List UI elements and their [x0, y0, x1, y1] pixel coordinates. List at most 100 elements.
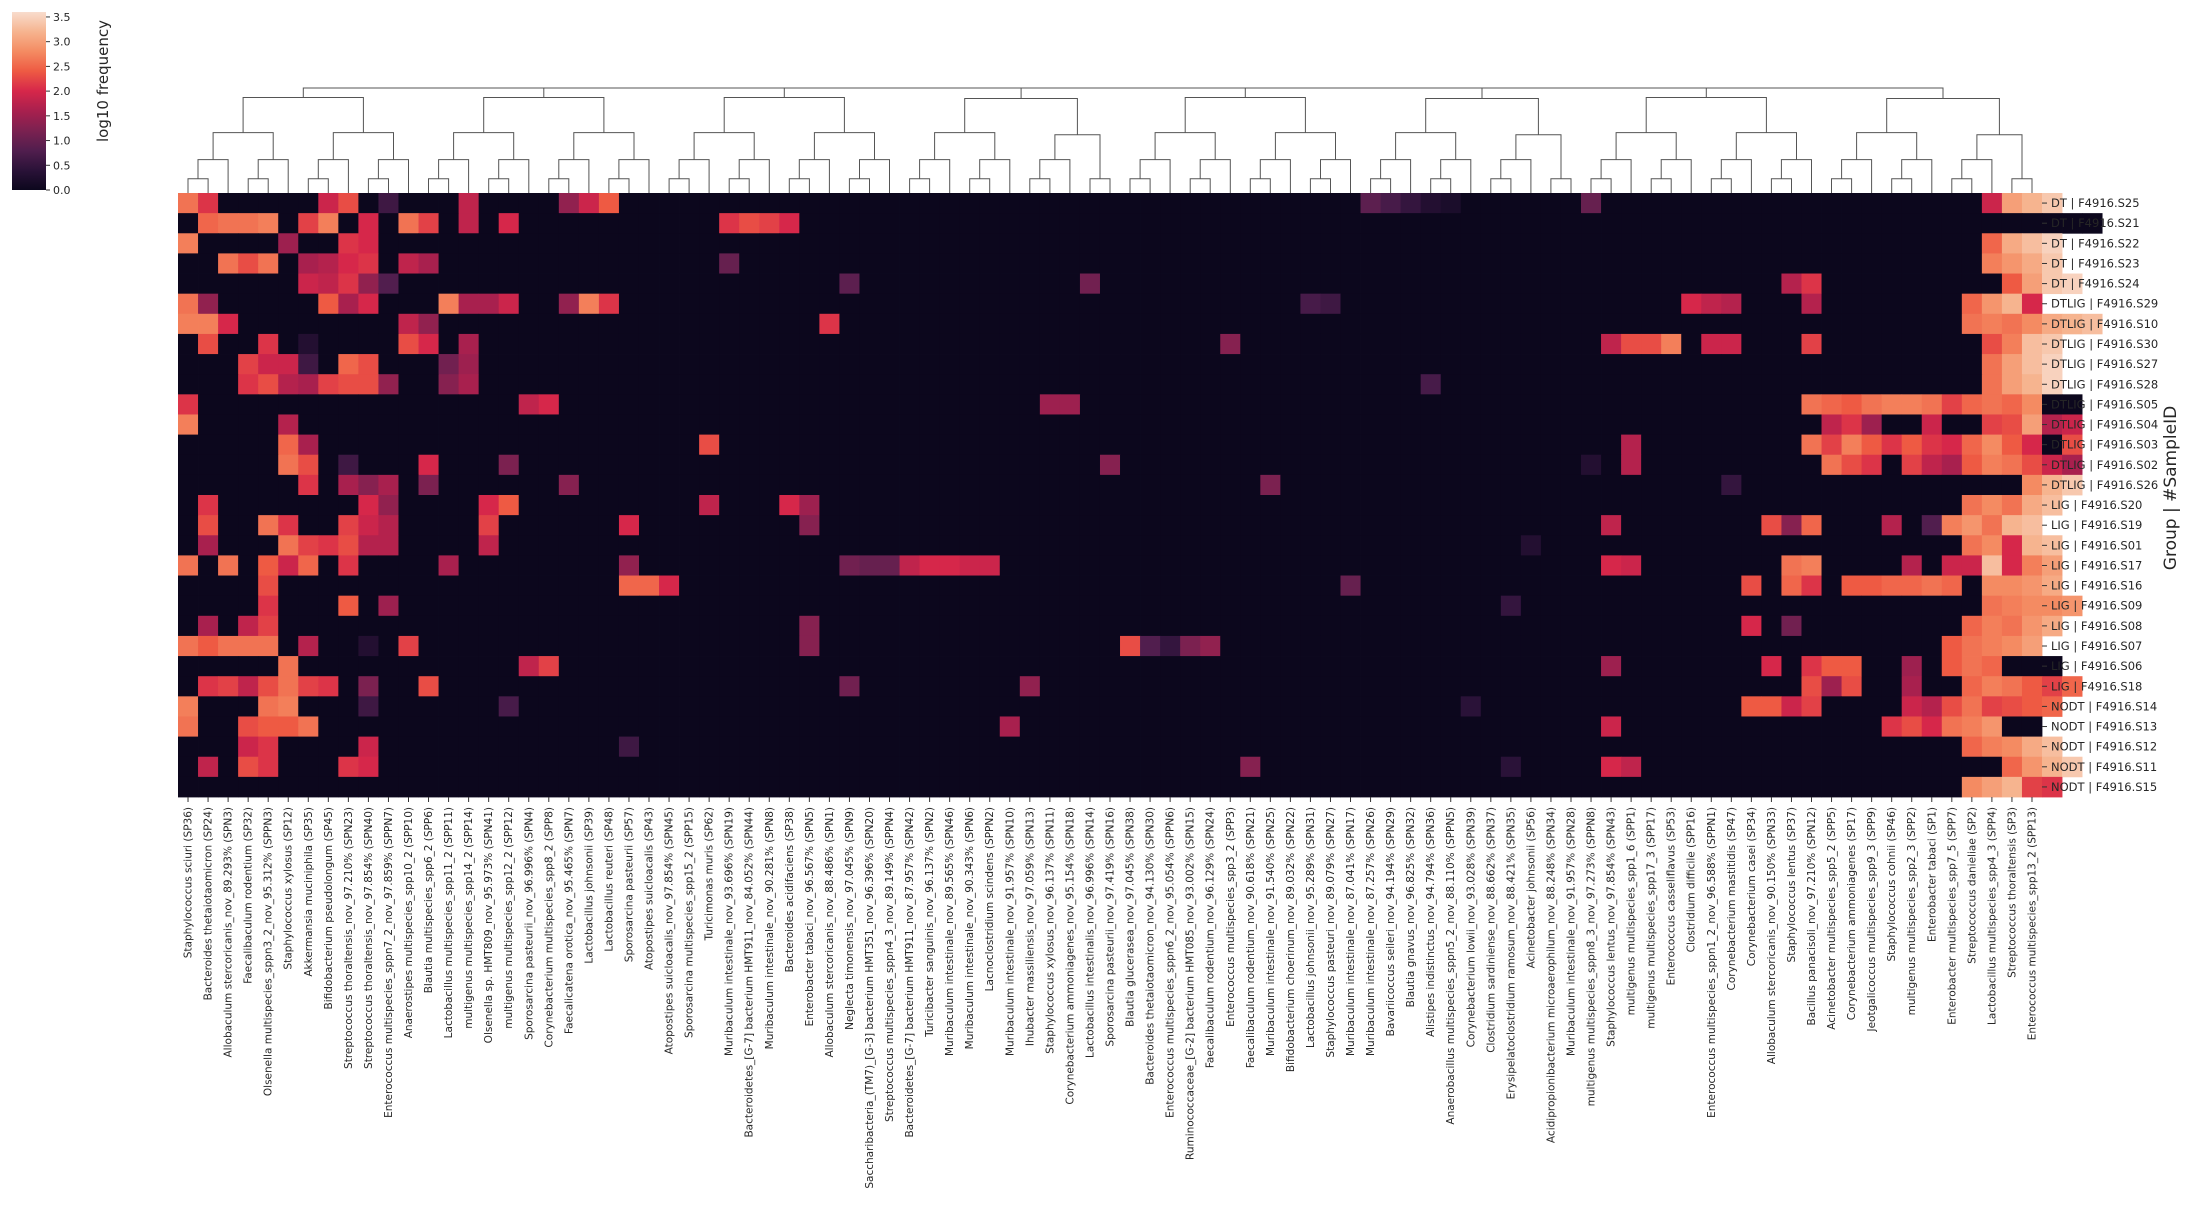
heatmap-cell	[979, 253, 1001, 274]
heatmap-cell	[258, 414, 279, 435]
heatmap-cell	[198, 454, 219, 476]
heatmap-cell	[558, 193, 580, 214]
heatmap-cell	[959, 656, 981, 677]
heatmap-cell	[1500, 776, 1522, 798]
heatmap-cell	[1160, 515, 1181, 536]
heatmap-cell	[1601, 414, 1622, 435]
heatmap-cell	[999, 233, 1021, 254]
heatmap-cell	[1961, 656, 1983, 677]
heatmap-cell	[999, 515, 1021, 536]
heatmap-cell	[719, 515, 740, 536]
heatmap-cell	[819, 615, 840, 637]
heatmap-cell	[1681, 595, 1702, 617]
heatmap-cell	[1701, 716, 1722, 737]
heatmap-cell	[1079, 394, 1101, 415]
heatmap-cell	[1540, 635, 1562, 657]
heatmap-cell	[1881, 595, 1903, 617]
heatmap-cell	[558, 213, 580, 234]
heatmap-cell	[618, 635, 640, 657]
heatmap-cell	[1320, 293, 1341, 315]
heatmap-cell	[1560, 313, 1582, 335]
heatmap-cell	[1240, 535, 1261, 556]
heatmap-cell	[2001, 676, 2023, 697]
heatmap-cell	[799, 535, 820, 556]
heatmap-cell	[1761, 273, 1782, 295]
heatmap-cell	[699, 615, 720, 637]
heatmap-cell	[839, 635, 860, 657]
heatmap-cell	[538, 354, 560, 375]
heatmap-cell	[1440, 273, 1462, 295]
heatmap-cell	[719, 776, 740, 798]
heatmap-cell	[1180, 635, 1201, 657]
heatmap-cell	[638, 313, 660, 335]
heatmap-cell	[2001, 273, 2023, 295]
column-label: Ruminococcaceae_[G-2] bacterium HMT085_n…	[1185, 807, 1197, 1160]
heatmap-cell	[1961, 193, 1983, 214]
heatmap-cell	[1180, 495, 1201, 516]
heatmap-cell	[1540, 293, 1562, 315]
heatmap-cell	[1560, 273, 1582, 295]
heatmap-cell	[739, 414, 760, 435]
heatmap-cell	[939, 595, 961, 617]
heatmap-cell	[1480, 354, 1502, 375]
heatmap-cell	[178, 273, 199, 295]
heatmap-cell	[759, 575, 780, 597]
heatmap-cell	[1260, 374, 1281, 395]
heatmap-cell	[1701, 515, 1722, 536]
heatmap-cell	[218, 273, 239, 295]
heatmap-cell	[458, 273, 480, 295]
heatmap-cell	[398, 293, 419, 315]
heatmap-cell	[2021, 736, 2043, 758]
heatmap-cell	[1841, 635, 1863, 657]
heatmap-cell	[1941, 213, 1963, 234]
heatmap-cell	[899, 454, 920, 476]
heatmap-cell	[2042, 474, 2063, 496]
heatmap-cell	[2021, 635, 2043, 657]
heatmap-cell	[218, 595, 239, 617]
heatmap-cell	[1500, 595, 1522, 617]
heatmap-cell	[238, 595, 259, 617]
dendrogram-link	[1259, 159, 1291, 193]
heatmap-cell	[298, 313, 319, 335]
heatmap-cell	[398, 434, 419, 456]
heatmap-cell	[679, 595, 700, 617]
heatmap-cell	[1320, 374, 1341, 395]
heatmap-cell	[278, 756, 299, 778]
heatmap-cell	[1941, 273, 1963, 295]
heatmap-cell	[378, 374, 399, 395]
heatmap-cell	[518, 354, 540, 375]
heatmap-cell	[178, 193, 199, 214]
column-label: Enterobacter tabaci (SP1)	[1926, 807, 1938, 942]
heatmap-cell	[1881, 333, 1903, 355]
heatmap-cell	[859, 676, 880, 697]
heatmap-cell	[999, 575, 1021, 597]
heatmap-cell	[1079, 656, 1101, 677]
heatmap-cell	[679, 776, 700, 798]
heatmap-cell	[1961, 736, 1983, 758]
heatmap-cell	[1019, 273, 1041, 295]
dendrogram-link	[1660, 159, 1692, 193]
heatmap-cell	[318, 414, 339, 435]
heatmap-cell	[699, 434, 720, 456]
heatmap-cell	[1320, 776, 1341, 798]
heatmap-cell	[578, 374, 600, 395]
heatmap-cell	[418, 676, 439, 697]
column-label: Staphylococcus cohnii (SP46)	[1886, 807, 1898, 962]
heatmap-cell	[1520, 454, 1542, 476]
heatmap-cell	[438, 676, 459, 697]
heatmap-cell	[1601, 273, 1622, 295]
heatmap-cell	[1641, 615, 1662, 637]
heatmap-cell	[438, 394, 459, 415]
heatmap-cell	[999, 756, 1021, 778]
heatmap-cell	[1380, 736, 1402, 758]
heatmap-cell	[1120, 213, 1141, 234]
heatmap-cell	[739, 555, 760, 576]
heatmap-cell	[198, 253, 219, 274]
heatmap-cell	[879, 213, 900, 234]
heatmap-cell	[1220, 213, 1241, 234]
heatmap-cell	[1039, 374, 1061, 395]
heatmap-cell	[1681, 233, 1702, 254]
heatmap-cell	[1099, 394, 1121, 415]
heatmap-cell	[1701, 535, 1722, 556]
heatmap-cell	[178, 313, 199, 335]
